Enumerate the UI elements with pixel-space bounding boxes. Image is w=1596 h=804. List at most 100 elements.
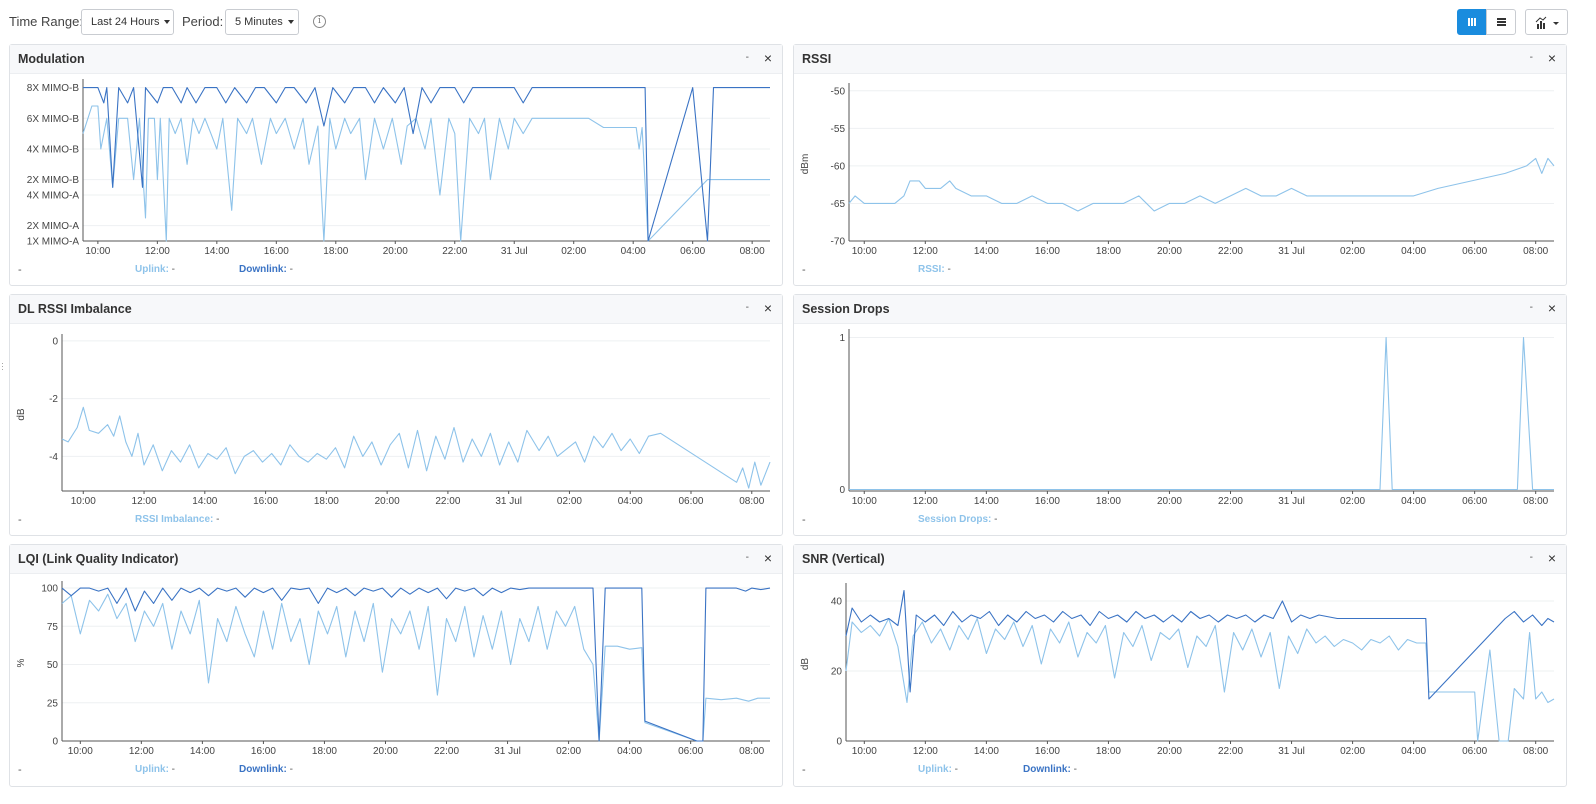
x-tick-label: 22:00 xyxy=(442,246,467,257)
x-tick-label: 16:00 xyxy=(251,746,276,757)
y-tick-label: 1X MIMO-A xyxy=(27,237,80,248)
series-line-uplink xyxy=(61,593,770,742)
legend-uplink-name: Uplink xyxy=(918,764,949,775)
minimize-icon[interactable]: - xyxy=(1529,552,1533,563)
info-icon[interactable]: i xyxy=(313,15,326,28)
minimize-icon[interactable]: - xyxy=(745,552,749,563)
y-tick-label: 2X MIMO-B xyxy=(27,175,80,186)
y-tick-label: 0 xyxy=(836,737,842,748)
close-icon[interactable]: × xyxy=(1547,300,1556,316)
y-tick-label: -50 xyxy=(831,86,846,97)
period-value: 5 Minutes xyxy=(235,16,283,28)
legend-downlink-value: - xyxy=(289,264,293,275)
period-label: Period: xyxy=(182,14,224,29)
legend-rssi-value: - xyxy=(947,264,951,275)
x-tick-label: 18:00 xyxy=(1096,496,1121,507)
x-tick-label: 04:00 xyxy=(1401,246,1426,257)
minimize-icon[interactable]: - xyxy=(745,52,749,63)
y-tick-label: 0 xyxy=(52,336,58,347)
minimize-icon[interactable]: - xyxy=(1529,52,1533,63)
panel-title: DL RSSI Imbalance xyxy=(18,302,132,316)
period-dropdown[interactable]: 5 Minutes xyxy=(225,9,299,35)
modulation-chart: 8X MIMO-B 6X MIMO-B 4X MIMO-B 2X MIMO-B 4X M… xyxy=(27,79,770,257)
y-tick-label: -4 xyxy=(49,452,58,463)
y-axis-label: % xyxy=(16,658,27,667)
y-tick-label: 100 xyxy=(41,584,58,595)
x-tick-label: 18:00 xyxy=(312,746,337,757)
panel-header: Session Drops - × xyxy=(794,295,1566,324)
drag-handle-icon[interactable]: · · · xyxy=(1,358,4,374)
series-line-uplink xyxy=(845,617,1555,742)
x-tick-label: 02:00 xyxy=(561,246,586,257)
legend-uplink-value: - xyxy=(171,764,176,775)
time-range-label: Time Range: xyxy=(9,14,83,29)
panel-header: Modulation - × xyxy=(10,45,782,74)
y-tick-label: 40 xyxy=(831,597,843,608)
close-icon[interactable]: × xyxy=(763,300,772,316)
minimize-icon[interactable]: - xyxy=(1529,302,1533,313)
toolbar: Time Range: Last 24 Hours Period: 5 Minu… xyxy=(0,0,1596,44)
time-range-dropdown[interactable]: Last 24 Hours xyxy=(81,9,174,35)
x-tick-label: 31 Jul xyxy=(501,246,528,257)
x-tick-label: 08:00 xyxy=(1523,246,1548,257)
legend-dash: - xyxy=(802,514,806,526)
x-tick-label: 14:00 xyxy=(974,746,999,757)
x-tick-label: 06:00 xyxy=(680,246,705,257)
x-tick-label: 08:00 xyxy=(1523,746,1548,757)
x-tick-label: 02:00 xyxy=(557,496,582,507)
x-tick-label: 02:00 xyxy=(556,746,581,757)
x-tick-label: 22:00 xyxy=(1218,496,1243,507)
x-tick-label: 12:00 xyxy=(913,496,938,507)
series-line-uplink xyxy=(82,105,770,242)
legend-downlink: Downlink: - xyxy=(239,764,293,775)
legend-dash: - xyxy=(18,764,22,776)
legend-downlink-name: Downlink xyxy=(239,764,284,775)
y-tick-label: 50 xyxy=(47,660,59,671)
x-tick-label: 31 Jul xyxy=(1278,246,1305,257)
lqi-panel: LQI (Link Quality Indicator) - × 100 75 50… xyxy=(9,544,783,787)
legend-uplink-value: - xyxy=(954,764,959,775)
x-tick-label: 02:00 xyxy=(1340,746,1365,757)
close-icon[interactable]: × xyxy=(1547,50,1556,66)
y-tick-label: 20 xyxy=(831,667,843,678)
legend-dash: - xyxy=(802,264,806,276)
x-tick-label: 14:00 xyxy=(192,496,217,507)
x-tick-label: 02:00 xyxy=(1340,496,1365,507)
x-tick-label: 18:00 xyxy=(323,246,348,257)
series-line-session-drops xyxy=(849,337,1554,491)
legend-session-drops-value: - xyxy=(994,514,998,525)
panel-header: SNR (Vertical) - × xyxy=(794,545,1566,574)
legend-dash: - xyxy=(18,514,22,526)
legend-rssi-imbalance: RSSI Imbalance: - xyxy=(135,514,220,525)
y-tick-label: 25 xyxy=(47,698,59,709)
legend-downlink: Downlink: - xyxy=(1023,764,1077,775)
grid-view-button[interactable] xyxy=(1457,9,1487,35)
x-tick-label: 10:00 xyxy=(852,246,877,257)
panel-header: LQI (Link Quality Indicator) - × xyxy=(10,545,782,574)
legend-uplink: Uplink: - xyxy=(135,264,176,275)
close-icon[interactable]: × xyxy=(1547,550,1556,566)
close-icon[interactable]: × xyxy=(763,550,772,566)
list-view-button[interactable] xyxy=(1486,9,1516,35)
legend-downlink-name: Downlink xyxy=(239,264,284,275)
x-tick-label: 18:00 xyxy=(1096,246,1121,257)
snr-vertical-chart: 40 20 0 10:00 12:00 14:00 16:00 18:00 20:00 22:00… xyxy=(800,583,1555,757)
x-tick-label: 04:00 xyxy=(1401,746,1426,757)
y-tick-label: -60 xyxy=(831,161,846,172)
chart-options-button[interactable] xyxy=(1525,9,1568,35)
x-tick-label: 16:00 xyxy=(253,496,278,507)
rssi-panel: RSSI - × -50 -55 -60 -65 -70 10:00 12:00 14:00 1… xyxy=(793,44,1567,286)
legend-downlink-value: - xyxy=(289,764,293,775)
x-tick-label: 06:00 xyxy=(1462,496,1487,507)
y-tick-label: 0 xyxy=(839,485,845,496)
x-tick-label: 20:00 xyxy=(1157,496,1182,507)
legend-dash: - xyxy=(18,264,22,276)
y-tick-label: -2 xyxy=(49,394,58,405)
legend-session-drops-name: Session Drops xyxy=(918,514,989,525)
minimize-icon[interactable]: - xyxy=(745,302,749,313)
series-line-downlink xyxy=(845,589,1555,700)
close-icon[interactable]: × xyxy=(763,50,772,66)
x-tick-label: 31 Jul xyxy=(1278,496,1305,507)
legend-rssi-name: RSSI xyxy=(918,264,942,275)
x-tick-label: 14:00 xyxy=(974,496,999,507)
